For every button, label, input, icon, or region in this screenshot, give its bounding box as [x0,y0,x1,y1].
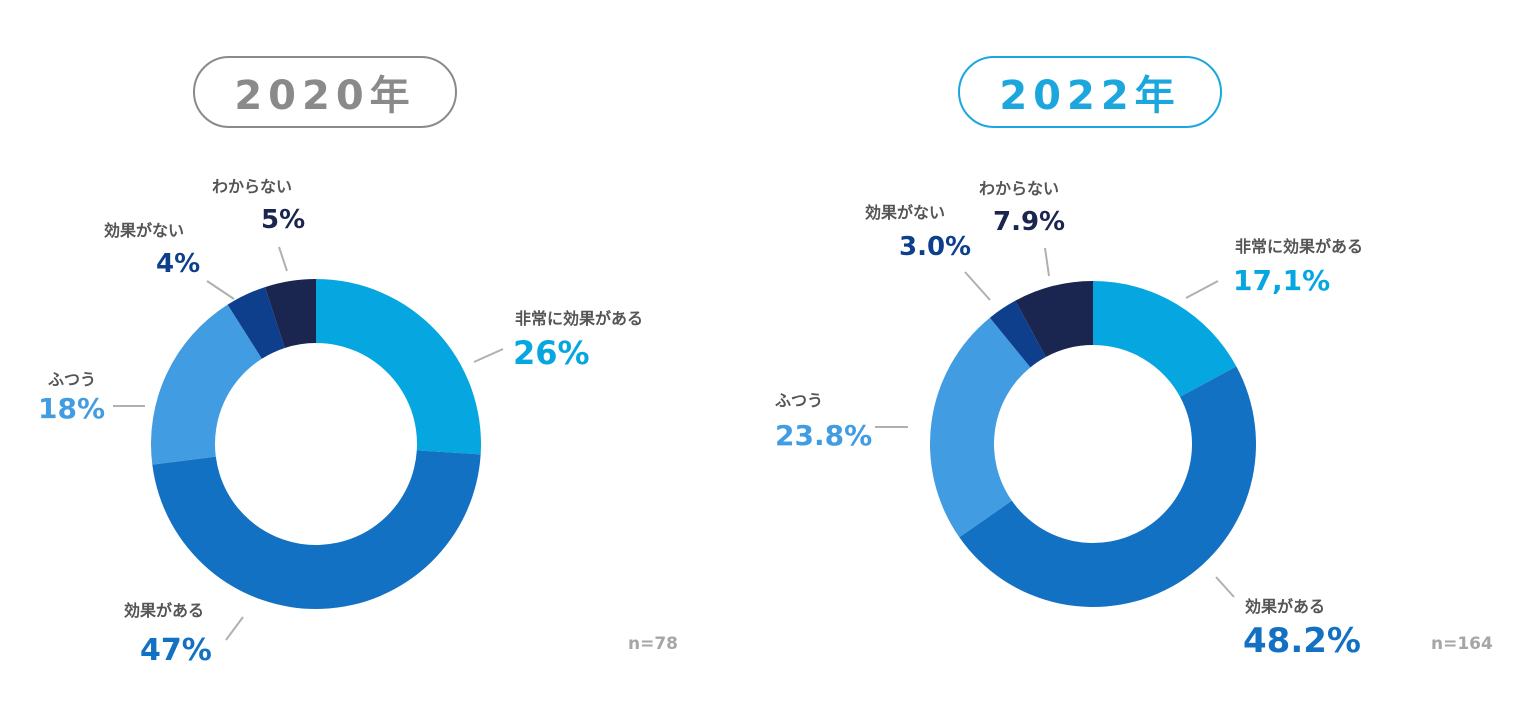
category-label: わからない [212,177,292,196]
category-label: ふつう [48,370,96,389]
leader-line [473,348,504,363]
value-label: 26% [513,334,590,372]
chart-panel-2020: 2020年 非常に効果がある 26% 効果がある 47% ふつう 18% 効果がない 4% わか… [38,56,679,668]
category-label: 非常に効果がある [1235,237,1363,256]
category-label: わからない [979,179,1059,198]
sample-size-label: n=78 [628,634,679,654]
leader-line [1185,280,1219,299]
donut-slice-1 [316,279,481,455]
donut-slice-5 [265,279,316,348]
leader-line [206,280,235,300]
chart-panel-2022: 2022年 非常に効果がある 17,1% 効果がある 48.2% ふつう 23.8% 効果が… [769,0,1538,706]
donut-chart-2022: 非常に効果がある 17,1% 効果がある 48.2% ふつう 23.8% 効果がない 3.0%… [775,179,1363,661]
leader-line [1215,576,1235,598]
sample-size-label: n=164 [1431,634,1493,654]
donut-slice-2 [152,450,481,609]
donut-slice-2 [959,366,1257,608]
category-label: 効果がある [1245,597,1325,616]
value-label: 18% [38,392,105,425]
value-label: 7.9% [993,207,1065,237]
category-label: 効果がある [124,601,204,620]
year-badge: 2020年 [193,56,457,128]
year-badge: 2022年 [958,56,1222,128]
value-label: 48.2% [1243,621,1361,661]
leader-line [1044,247,1050,277]
value-label: 3.0% [899,232,971,262]
donut-slice-4 [227,287,285,359]
donut-slice-1 [1093,281,1237,397]
category-label: 効果がない [104,221,184,240]
donut-slice-3 [930,317,1031,538]
category-label: 非常に効果がある [515,309,643,328]
category-label: 効果がない [865,203,945,222]
value-label: 47% [140,633,212,668]
value-label: 23.8% [775,419,872,452]
value-label: 17,1% [1233,264,1330,297]
leader-line [964,271,991,301]
donut-slice-5 [1015,281,1093,357]
donut-chart-2020: 非常に効果がある 26% 効果がある 47% ふつう 18% 効果がない 4% わからない 5% [38,177,643,668]
value-label: 4% [156,249,200,279]
donut-slice-3 [150,304,262,465]
leader-line [225,616,244,641]
leader-line [278,246,288,272]
value-label: 5% [261,205,305,235]
donut-slice-4 [989,300,1046,368]
category-label: ふつう [775,391,823,410]
